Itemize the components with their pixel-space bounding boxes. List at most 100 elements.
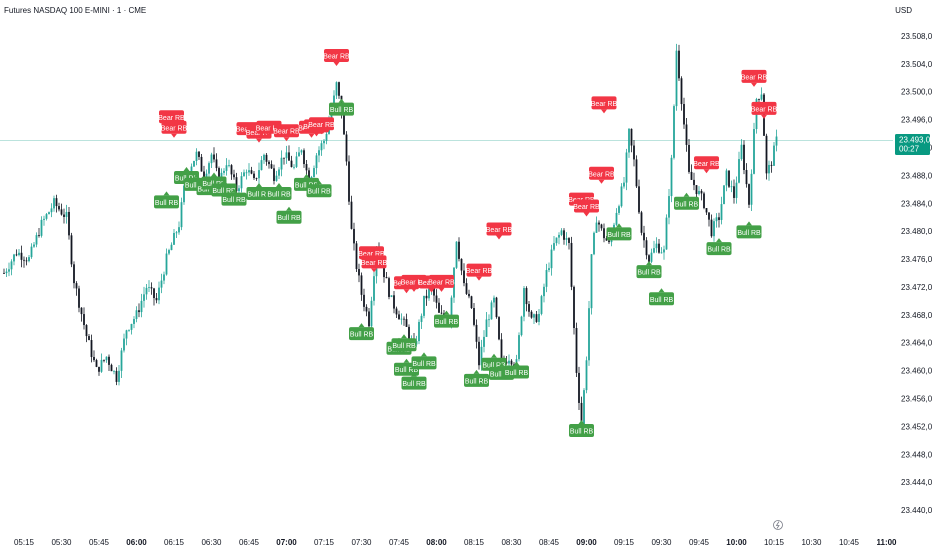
bull-rb-label[interactable]: Bull RB [154,191,179,209]
bull-rb-label[interactable]: Bull RB [329,98,354,116]
candle-body [695,185,698,195]
bull-rb-label[interactable]: Bull RB [349,323,374,341]
candle-body [293,166,295,168]
candle-body [8,269,10,272]
bull-rb-label[interactable]: Bull RB [266,182,292,200]
candle-body [60,209,63,215]
bear-rb-label[interactable]: Bear RB [693,156,720,174]
candle-body [230,165,233,175]
bull-rb-label[interactable]: Bull RB [464,369,489,387]
label-pointer [211,172,217,177]
candle-body [508,360,510,364]
bear-rb-box [466,263,492,277]
candle-body [673,106,675,158]
candle-body [53,198,55,209]
candle-body [423,295,425,316]
bull-rb-label[interactable]: Bull RB [246,182,272,200]
bear-rb-label[interactable]: Bear RB [308,117,335,135]
x-tick-label: 10:15 [764,538,785,547]
label-pointer [286,206,292,211]
bull-rb-box [569,424,594,438]
bull-rb-label[interactable]: Bull RB [736,221,762,239]
candle-body [150,287,153,289]
bear-rb-label[interactable]: Bear RB [361,255,388,273]
bear-rb-label[interactable]: Bear RB [323,48,350,66]
label-pointer [703,169,710,174]
candle-body [618,206,620,213]
candle-body [403,318,405,320]
bear-rb-label[interactable]: Bear RB [466,263,493,281]
bear-rb-box [751,101,777,115]
candle-body [180,202,183,228]
realtime-icon[interactable] [773,520,783,530]
candle-body [265,154,268,162]
candle-body [43,218,45,220]
label-pointer [598,179,605,184]
candle-body [200,156,203,172]
bull-rb-label[interactable]: Bull RB [434,310,459,328]
bear-rb-label[interactable]: Bear RB [751,101,778,119]
candle-body [528,304,530,312]
bull-rb-label[interactable]: Bull RB [411,352,437,370]
candle-body [285,152,288,159]
label-text: Bull RB [737,230,761,237]
bear-rb-label[interactable]: Bear RB [273,124,300,142]
candle-body [455,241,458,268]
bear-rb-label[interactable]: Bear RB [741,69,768,87]
bear-rb-label[interactable]: Bear RB [486,222,513,240]
bear-rb-label[interactable]: Bear RB [428,274,455,292]
candle-body [50,208,53,213]
bull-rb-label[interactable]: Bull RB [636,261,662,279]
bull-rb-label[interactable]: Bull RB [569,420,594,438]
bull-rb-label[interactable]: Bull RB [391,334,417,352]
candle-body [700,190,703,194]
candle-body [563,230,565,240]
bull-rb-label[interactable]: Bull RB [504,361,529,379]
candle-body [168,250,170,254]
bear-rb-box [574,199,599,213]
bear-rb-box [694,156,719,170]
candle-body [405,319,408,327]
candle-body [215,159,218,169]
bull-rb-label[interactable]: Bull RB [401,372,427,390]
bear-rb-label[interactable]: Bear RB [591,96,618,114]
price-tag-bg [895,134,930,155]
label-text: Bull RB [412,361,436,368]
candle-body [478,341,480,366]
candle-body [345,134,348,162]
x-tick-label: 06:45 [239,538,260,547]
candle-body [335,82,338,96]
candle-body [523,288,525,317]
bull-rb-label[interactable]: Bull RB [606,223,632,241]
bear-rb-label[interactable]: Bear RB [588,166,615,184]
bull-rb-label[interactable]: Bull RB [221,188,247,206]
candle-body [115,370,118,382]
candle-body [100,359,103,372]
label-text: Bear RB [591,101,618,108]
label-pointer [283,137,290,142]
candle-body [303,150,305,165]
candle-body [660,252,663,254]
label-pointer [513,361,520,366]
bear-rb-box [361,255,387,269]
candle-body [163,274,165,281]
candle-body [598,222,600,225]
candle-body [88,336,90,341]
bull-rb-label[interactable]: Bull RB [674,192,699,210]
label-pointer [401,334,407,339]
candle-body [223,170,225,173]
candle-body [105,356,108,361]
bull-rb-label[interactable]: Bull RB [649,288,674,306]
label-pointer [683,192,690,197]
bear-rb-label[interactable]: Bear RB [161,120,188,138]
bull-rb-box [504,365,529,379]
bull-rb-label[interactable]: Bull RB [306,180,332,198]
label-pointer [421,352,427,357]
candle-body [588,308,590,361]
bull-rb-label[interactable]: Bull RB [276,206,302,224]
bull-rb-label[interactable]: Bull RB [706,238,732,256]
bear-rb-label[interactable]: Bear RB [573,199,600,217]
candle-body [623,182,625,187]
